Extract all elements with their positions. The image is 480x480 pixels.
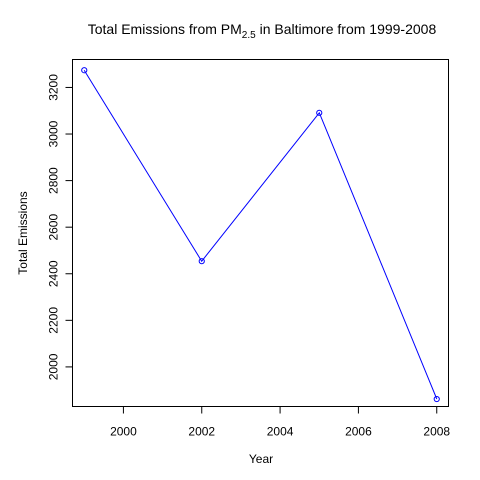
y-tick-label: 3000 <box>47 120 61 147</box>
x-axis-title: Year <box>249 452 273 466</box>
series-line <box>83 69 438 400</box>
y-tick-label: 2000 <box>47 353 61 380</box>
data-point <box>316 109 323 116</box>
y-tick-label: 2400 <box>47 260 61 287</box>
chart-title-suffix: in Baltimore from 1999-2008 <box>256 21 437 37</box>
chart-title: Total Emissions from PM2.5 in Baltimore … <box>88 21 437 41</box>
x-axis: 2000 2002 2004 2006 2008 <box>110 406 450 439</box>
plot-frame <box>72 59 449 407</box>
x-tick-label: 2008 <box>423 425 450 439</box>
y-tick-label: 3200 <box>47 74 61 101</box>
x-tick-label: 2002 <box>188 425 215 439</box>
x-tick-label: 2004 <box>267 425 294 439</box>
x-tick-label: 2000 <box>110 425 137 439</box>
x-tick-label: 2006 <box>345 425 372 439</box>
series-layer <box>81 67 440 403</box>
data-point <box>198 258 205 265</box>
chart-title-prefix: Total Emissions from PM <box>88 21 242 37</box>
y-tick-label: 2800 <box>47 167 61 194</box>
y-tick-label: 2200 <box>47 307 61 334</box>
y-tick-label: 2600 <box>47 214 61 241</box>
y-axis-title: Total Emissions <box>16 191 30 274</box>
chart-title-subscript: 2.5 <box>242 30 256 41</box>
y-axis: 2000 2200 2400 2600 2800 3000 3200 <box>47 74 73 380</box>
data-point <box>81 67 88 74</box>
data-point <box>433 395 440 403</box>
